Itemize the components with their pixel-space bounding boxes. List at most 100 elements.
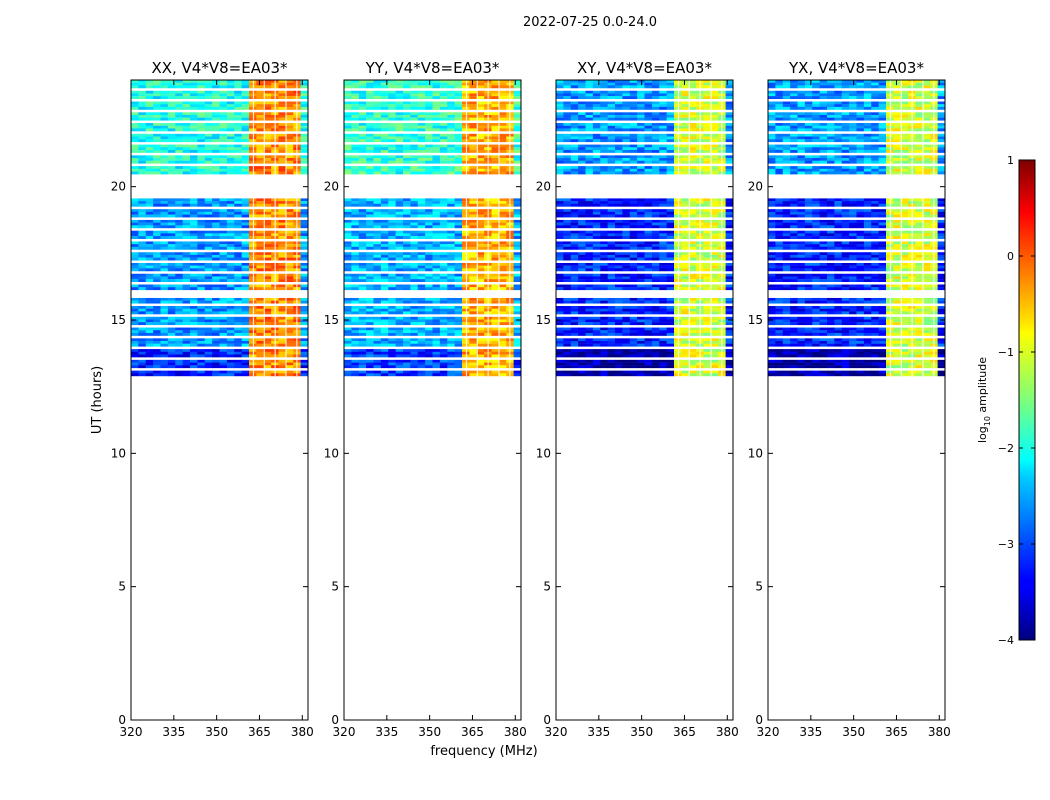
heatmap-cell [666,166,675,169]
heatmap-cell [226,273,235,277]
heatmap-cell [351,168,360,172]
heatmap-cell [395,322,404,326]
heatmap-cell [241,144,250,148]
heatmap-cell [380,244,389,248]
heatmap-cell [285,139,294,143]
heatmap-cell [278,104,287,108]
heatmap-cell [439,351,448,355]
heatmap-cell [615,198,623,202]
heatmap-cell [592,214,601,218]
heatmap-cell [425,373,433,377]
heatmap-cell [182,155,191,159]
heatmap-cell [366,222,374,226]
heatmap-cell [710,166,719,169]
heatmap-cell [491,211,500,215]
heatmap-cell [688,136,697,140]
heatmap-cell [197,276,206,280]
heatmap-cell [380,101,389,105]
heatmap-cell [439,106,448,110]
heatmap-cell [615,300,623,304]
heatmap-cell [204,114,213,118]
heatmap-cell [145,171,154,175]
heatmap-cell [175,246,184,250]
heatmap-cell [380,332,389,336]
heatmap-cell [138,171,147,175]
heatmap-cell [651,149,660,153]
heatmap-cell [403,128,411,132]
heatmap-cell [703,158,712,161]
heatmap-cell [351,128,360,132]
heatmap-cell [212,123,220,126]
heatmap-cell [395,341,404,344]
heatmap-cell [513,168,522,172]
heatmap-cell [351,123,360,126]
heatmap-cell [410,203,419,207]
heatmap-cell [570,155,579,159]
heatmap-cell [190,273,198,277]
heatmap-cell [513,225,522,229]
heatmap-cell [256,349,265,352]
heatmap-cell [197,351,206,355]
heatmap-cell [145,203,154,207]
heatmap-cell [131,93,139,97]
heatmap-cell [622,268,631,272]
heatmap-cell [629,241,638,245]
heatmap-cell [131,230,139,234]
heatmap-cell [263,262,272,266]
heatmap-cell [380,262,389,266]
heatmap-cell [138,246,147,250]
heatmap-cell [285,257,294,261]
heatmap-cell [570,90,579,94]
heatmap-cell [410,82,419,86]
heatmap-cell [358,354,367,358]
heatmap-cell [226,287,235,291]
heatmap-cell [454,222,463,226]
heatmap-cell [513,90,522,94]
heatmap-cell [395,112,404,116]
heatmap-cell [388,365,397,369]
heatmap-cell [160,244,169,248]
heatmap-cell [447,123,456,126]
heatmap-cell [175,211,184,215]
heatmap-cell [182,268,191,272]
heatmap-cell [439,362,448,366]
heatmap-cell [182,365,191,369]
heatmap-cell [204,351,213,355]
heatmap-cell [410,198,419,202]
heatmap-cell [182,136,191,140]
heatmap-cell [476,359,485,363]
heatmap-cell [476,125,485,129]
heatmap-cell [425,297,433,301]
heatmap-cell [241,233,250,237]
heatmap-cell [226,104,235,108]
heatmap-cell [585,297,594,301]
heatmap-cell [417,106,426,110]
heatmap-cell [469,219,478,223]
heatmap-cell [703,112,712,116]
heatmap-cell [285,230,294,234]
heatmap-cell [666,262,675,266]
heatmap-cell [659,166,668,169]
heatmap-cell [629,203,638,207]
heatmap-cell [263,254,272,258]
heatmap-cell [447,316,456,320]
heatmap-cell [256,322,265,326]
heatmap-cell [469,96,478,100]
heatmap-cell [190,139,198,143]
heatmap-cell [600,144,609,148]
heatmap-cell [160,147,169,151]
heatmap-cell [285,241,294,245]
heatmap-cell [403,330,411,334]
heatmap-cell [570,209,579,213]
heatmap-cell [417,254,426,258]
heatmap-cell [629,82,638,86]
heatmap-cell [278,241,287,245]
heatmap-cell [373,230,382,234]
heatmap-cell [197,322,206,326]
heatmap-cell [725,160,734,164]
heatmap-cell [725,136,734,140]
heatmap-cell [241,265,250,269]
heatmap-cell [278,198,287,202]
heatmap-cell [380,147,389,151]
